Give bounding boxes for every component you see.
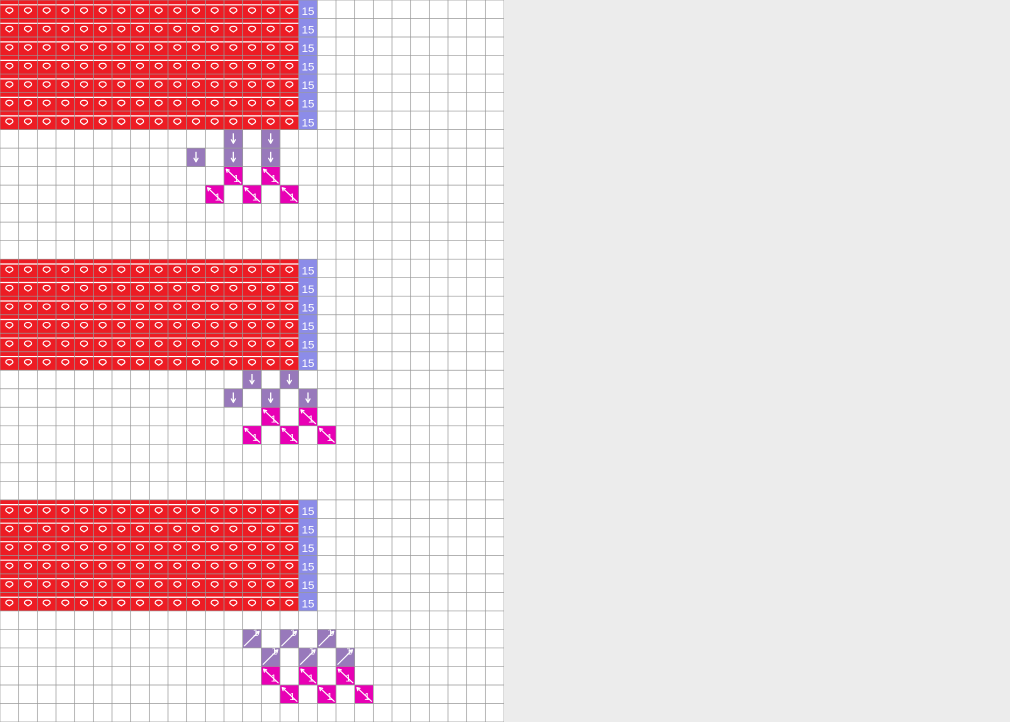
- svg-text:15: 15: [302, 358, 315, 370]
- svg-text:1: 1: [364, 692, 370, 703]
- svg-text:15: 15: [302, 6, 315, 18]
- svg-text:1: 1: [308, 674, 314, 685]
- svg-text:1: 1: [252, 192, 258, 203]
- svg-text:15: 15: [302, 43, 315, 55]
- svg-text:1: 1: [289, 433, 295, 444]
- svg-text:15: 15: [302, 599, 315, 611]
- svg-text:15: 15: [302, 265, 315, 277]
- svg-text:1: 1: [271, 414, 277, 425]
- svg-text:15: 15: [302, 339, 315, 351]
- svg-text:15: 15: [302, 99, 315, 111]
- svg-text:1: 1: [271, 674, 277, 685]
- svg-text:1: 1: [215, 192, 221, 203]
- svg-text:15: 15: [302, 80, 315, 92]
- svg-text:1: 1: [252, 433, 258, 444]
- svg-text:15: 15: [302, 525, 315, 537]
- svg-text:1: 1: [308, 414, 314, 425]
- svg-text:15: 15: [302, 506, 315, 518]
- svg-text:15: 15: [302, 62, 315, 74]
- svg-text:1: 1: [271, 174, 277, 185]
- svg-text:15: 15: [302, 284, 315, 296]
- svg-text:15: 15: [302, 25, 315, 37]
- svg-text:15: 15: [302, 580, 315, 592]
- svg-text:15: 15: [302, 302, 315, 314]
- svg-text:15: 15: [302, 117, 315, 129]
- svg-text:1: 1: [233, 174, 239, 185]
- svg-text:1: 1: [327, 433, 333, 444]
- svg-text:1: 1: [289, 692, 295, 703]
- svg-text:1: 1: [289, 192, 295, 203]
- svg-text:1: 1: [327, 692, 333, 703]
- svg-text:15: 15: [302, 562, 315, 574]
- svg-text:15: 15: [302, 543, 315, 555]
- svg-text:1: 1: [345, 674, 351, 685]
- svg-text:15: 15: [302, 321, 315, 333]
